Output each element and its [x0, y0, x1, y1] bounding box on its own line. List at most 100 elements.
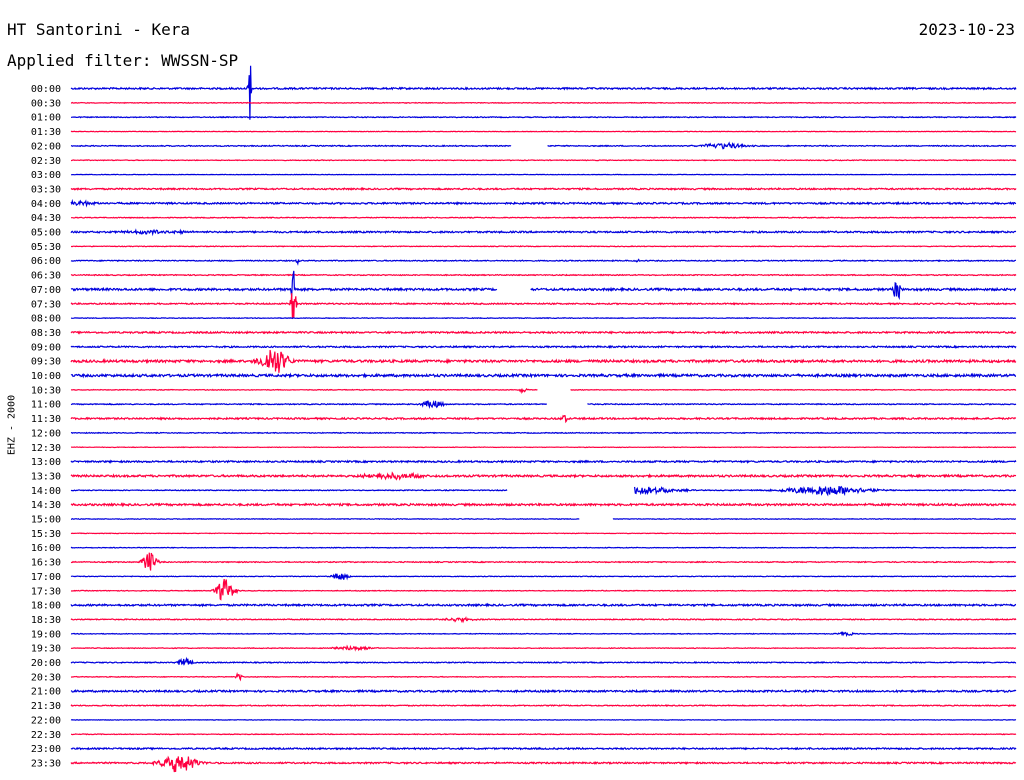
time-tick-label: 07:00: [31, 285, 61, 296]
trace-line-0530: [71, 245, 1017, 248]
station-title: HT Santorini - Kera: [7, 20, 191, 39]
trace-line-0630: [70, 273, 1017, 277]
record-date: 2023-10-23: [918, 20, 1015, 39]
time-tick-label: 05:30: [31, 242, 61, 253]
trace-line-0030: [70, 101, 1017, 105]
trace-line-0830: [70, 330, 1017, 335]
time-tick-label: 16:00: [31, 543, 61, 554]
time-tick-label: 14:30: [31, 500, 61, 511]
time-tick-label: 04:30: [31, 213, 61, 224]
trace-line-0700: [70, 270, 1017, 301]
time-label-group: 00:00 00:30 01:00 01:30 02:00 02:30 03:00 03:30…: [31, 84, 61, 769]
time-tick-label: 09:00: [31, 342, 61, 353]
trace-line-1600: [70, 546, 1017, 549]
trace-line-0100: [71, 115, 1017, 119]
time-tick-label: 19:00: [31, 629, 61, 640]
time-tick-label: 05:00: [31, 228, 61, 239]
trace-line-2330: [70, 755, 1017, 773]
time-tick-label: 17:30: [31, 586, 61, 597]
time-tick-label: 10:30: [31, 385, 61, 396]
time-tick-label: 18:30: [31, 615, 61, 626]
trace-line-2230: [71, 733, 1017, 736]
trace-line-1130: [70, 414, 1017, 424]
time-tick-label: 16:30: [31, 558, 61, 569]
time-tick-label: 08:00: [31, 314, 61, 325]
trace-line-2100: [70, 688, 1017, 694]
time-tick-label: 04:00: [31, 199, 61, 210]
time-tick-label: 13:00: [31, 457, 61, 468]
time-tick-label: 06:00: [31, 256, 61, 267]
time-tick-label: 03:30: [31, 184, 61, 195]
trace-line-1900: [70, 631, 1017, 638]
trace-line-2300: [70, 746, 1017, 751]
time-tick-label: 01:00: [31, 113, 61, 124]
time-tick-label: 02:00: [31, 141, 61, 152]
trace-line-1700: [70, 572, 1017, 581]
trace-line-0330: [70, 186, 1017, 192]
time-tick-label: 23:00: [31, 744, 61, 755]
time-tick-label: 19:30: [31, 644, 61, 655]
time-tick-label: 15:00: [31, 515, 61, 526]
trace-line-0200: [70, 141, 1017, 150]
trace-line-1030: [70, 387, 1017, 395]
time-tick-label: 02:30: [31, 156, 61, 167]
trace-line-0600: [70, 258, 1016, 266]
trace-line-1930: [70, 644, 1017, 652]
trace-line-0230: [71, 159, 1017, 162]
trace-line-1100: [70, 399, 1017, 409]
time-tick-label: 10:00: [31, 371, 61, 382]
time-tick-label: 17:00: [31, 572, 61, 583]
time-tick-label: 15:30: [31, 529, 61, 540]
time-tick-label: 13:30: [31, 471, 61, 482]
time-tick-label: 01:30: [31, 127, 61, 138]
time-tick-label: 00:00: [31, 84, 61, 95]
trace-line-1630: [70, 552, 1017, 571]
time-tick-label: 00:30: [31, 98, 61, 109]
time-tick-label: 20:00: [31, 658, 61, 669]
time-tick-label: 09:30: [31, 357, 61, 368]
trace-line-0430: [71, 216, 1017, 219]
trace-line-1400: [70, 485, 1016, 497]
trace-line-1330: [70, 471, 1017, 481]
trace-line-0500: [70, 228, 1017, 237]
trace-line-0900: [70, 344, 1017, 349]
time-tick-label: 23:30: [31, 758, 61, 769]
time-tick-label: 21:30: [31, 701, 61, 712]
trace-line-0130: [70, 130, 1017, 133]
filter-label: Applied filter: WWSSN-SP: [7, 51, 239, 70]
trace-line-0000: [70, 65, 1017, 120]
trace-line-0400: [70, 198, 1017, 208]
trace-line-1500: [70, 517, 1017, 521]
time-tick-label: 12:30: [31, 443, 61, 454]
time-tick-label: 18:00: [31, 601, 61, 612]
time-tick-label: 11:00: [31, 400, 61, 411]
trace-line-2030: [70, 671, 1017, 682]
trace-line-1430: [70, 502, 1017, 508]
time-tick-label: 08:30: [31, 328, 61, 339]
time-tick-label: 21:00: [31, 687, 61, 698]
trace-line-0730: [70, 293, 1017, 319]
time-tick-label: 22:00: [31, 715, 61, 726]
trace-line-1530: [70, 532, 1016, 535]
trace-line-0800: [70, 316, 1017, 320]
time-tick-label: 22:30: [31, 730, 61, 741]
trace-line-1200: [70, 431, 1017, 435]
trace-line-2000: [70, 656, 1017, 666]
trace-line-1830: [70, 616, 1017, 624]
trace-line-1230: [70, 446, 1017, 449]
trace-line-1300: [70, 459, 1017, 464]
trace-line-1800: [70, 602, 1017, 608]
trace-line-0930: [70, 349, 1017, 373]
time-tick-label: 07:30: [31, 299, 61, 310]
trace-line-1730: [70, 578, 1016, 601]
trace-group: [70, 65, 1017, 773]
trace-line-1000: [70, 372, 1017, 379]
time-tick-label: 03:00: [31, 170, 61, 181]
time-tick-label: 11:30: [31, 414, 61, 425]
time-tick-label: 20:30: [31, 672, 61, 683]
time-tick-label: 14:00: [31, 486, 61, 497]
time-tick-label: 12:00: [31, 428, 61, 439]
trace-line-2130: [70, 704, 1017, 708]
time-tick-label: 06:30: [31, 271, 61, 282]
